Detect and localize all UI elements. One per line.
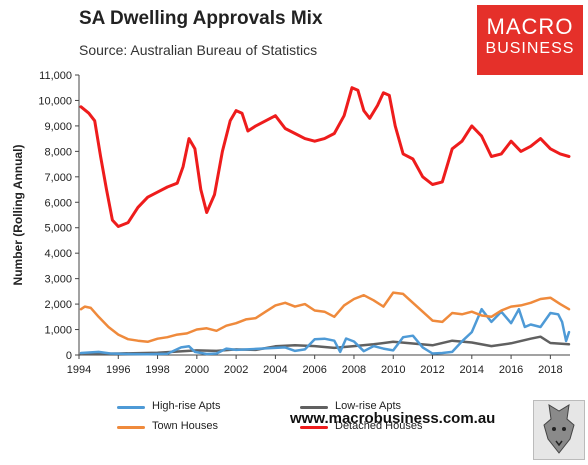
x-tick-label: 2006 — [302, 364, 326, 376]
logo-line1: MACRO — [486, 14, 574, 39]
y-tick-label: 10,000 — [38, 95, 72, 107]
chart-subtitle: Source: Australian Bureau of Statistics — [79, 42, 318, 58]
x-tick-label: 2014 — [460, 364, 484, 376]
y-axis-title: Number (Rolling Annual) — [11, 145, 25, 286]
chart-title: SA Dwelling Approvals Mix — [79, 8, 323, 29]
y-tick-label: 4,000 — [44, 248, 72, 260]
legend-label-high-rise: High-rise Apts — [152, 400, 221, 412]
y-tick-label: 9,000 — [44, 121, 72, 133]
y-tick-label: 5,000 — [44, 223, 72, 235]
legend-swatch-town-houses — [117, 426, 145, 429]
x-tick-label: 2008 — [342, 364, 366, 376]
x-tick-label: 2018 — [538, 364, 562, 376]
wolf-logo-icon — [533, 400, 585, 460]
y-tick-label: 8,000 — [44, 146, 72, 158]
series-line-low-rise-apts — [79, 335, 571, 356]
x-tick-label: 1998 — [145, 364, 169, 376]
x-tick-label: 2010 — [381, 364, 405, 376]
x-tick-label: 2012 — [420, 364, 444, 376]
y-tick-label: 6,000 — [44, 197, 72, 209]
y-tick-label: 3,000 — [44, 274, 72, 286]
x-tick-label: 1996 — [106, 364, 130, 376]
x-tick-label: 1994 — [67, 364, 91, 376]
series-line-high-rise-apts — [79, 307, 571, 356]
macrobusiness-logo: MACRO BUSINESS — [477, 5, 583, 75]
series-line-detached-houses — [79, 86, 571, 228]
legend-swatch-detached — [300, 426, 328, 429]
series-line-town-houses — [79, 291, 571, 344]
legend-label-town-houses: Town Houses — [152, 420, 219, 432]
x-tick-label: 2002 — [224, 364, 248, 376]
legend-label-low-rise: Low-rise Apts — [335, 400, 402, 412]
y-tick-label: 11,000 — [39, 70, 72, 82]
y-tick-label: 2,000 — [44, 299, 72, 311]
x-tick-label: 2000 — [185, 364, 209, 376]
x-tick-label: 2016 — [499, 364, 523, 376]
x-tick-label: 2004 — [263, 364, 287, 376]
y-tick-label: 1,000 — [44, 325, 72, 337]
logo-line2: BUSINESS — [485, 40, 575, 57]
legend-swatch-high-rise — [117, 406, 145, 409]
website-url: www.macrobusiness.com.au — [290, 410, 496, 427]
y-tick-label: 7,000 — [44, 172, 72, 184]
y-tick-label: 0 — [66, 350, 72, 362]
legend-label-detached: Detached Houses — [335, 420, 423, 432]
legend-swatch-low-rise — [300, 406, 328, 409]
